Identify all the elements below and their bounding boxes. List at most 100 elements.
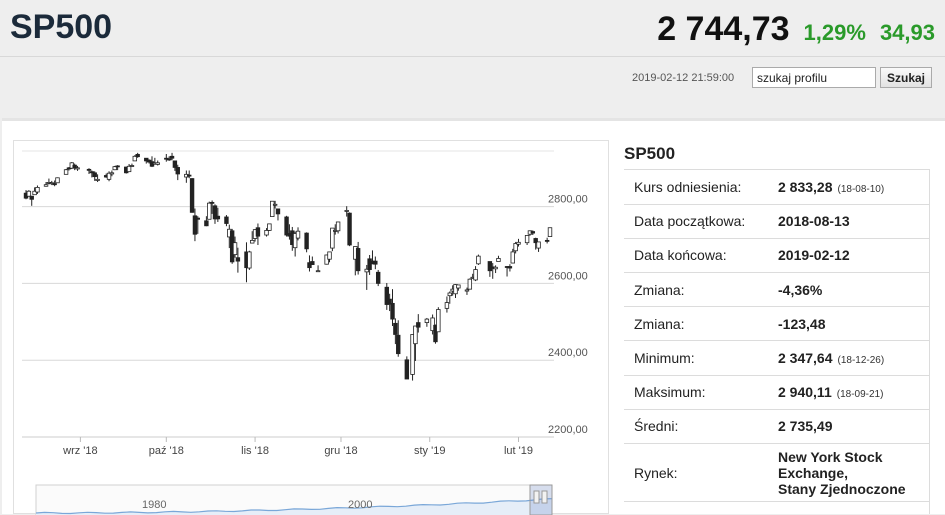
info-row-market: Rynek: New York Stock Exchange, Stany Zjedn… <box>624 443 930 502</box>
candle-body <box>364 268 369 273</box>
candle-body <box>52 183 57 186</box>
info-row: Minimum: 2 347,64 (18-12-26) <box>624 340 930 376</box>
candle-body <box>430 317 435 332</box>
navigator-label: 2000 <box>348 499 372 511</box>
candle-body <box>267 223 272 231</box>
info-label: Zmiana: <box>624 272 778 308</box>
info-label: Średni: <box>624 409 778 445</box>
info-value: -123,48 <box>778 306 930 342</box>
candle-body <box>533 238 538 244</box>
candle-body <box>192 215 198 235</box>
candle-body <box>513 243 518 252</box>
candle-body <box>453 284 458 295</box>
candle-body <box>436 309 441 333</box>
candle-body <box>536 241 541 249</box>
y-tick-label: 2400,00 <box>548 347 588 359</box>
price-chart-panel[interactable]: 2800,00 2600,00 2400,00 2200,00 wrz '18 paź '… <box>13 140 610 515</box>
candle-body <box>32 190 37 196</box>
candle-body <box>155 162 160 165</box>
last-price: 2 744,73 <box>657 10 790 48</box>
candle-body <box>175 167 180 175</box>
candle-body <box>95 178 100 181</box>
info-value-text: 2 940,11 <box>778 384 832 401</box>
info-row: Data początkowa: 2018-08-13 <box>624 204 930 239</box>
candle-body <box>467 278 473 290</box>
candle-body <box>493 266 498 270</box>
candle-body <box>209 201 215 204</box>
candle-body <box>146 159 152 163</box>
candle-body <box>404 359 410 380</box>
info-value: -4,36% <box>778 272 930 308</box>
y-tick-label: 2800,00 <box>548 194 588 206</box>
candle-body <box>204 220 209 227</box>
info-value: 2 347,64 (18-12-26) <box>778 340 930 376</box>
candle-body <box>215 215 221 220</box>
candle-body <box>189 178 195 213</box>
info-label: Zmiana: <box>624 306 778 342</box>
candle-body <box>335 221 341 232</box>
candle-body <box>26 190 32 197</box>
profile-search-input[interactable] <box>752 67 876 88</box>
candle-body <box>390 302 395 320</box>
info-value: 2 940,11 (18-09-21) <box>778 375 930 410</box>
info-title: SP500 <box>624 140 930 170</box>
candle-body <box>272 203 278 206</box>
info-value-text: 2 735,49 <box>778 418 833 435</box>
x-tick-label: wrz '18 <box>62 445 98 457</box>
candle-body <box>195 217 201 220</box>
candle-body <box>169 155 175 159</box>
candle-body <box>35 187 40 193</box>
search-button[interactable]: Szukaj <box>880 67 932 88</box>
candle-body <box>255 227 261 237</box>
candle-body <box>29 195 34 200</box>
info-value-text: 2 833,28 <box>778 178 833 195</box>
info-label: Maksimum: <box>624 375 778 410</box>
info-value: 2 833,28 (18-08-10) <box>778 170 930 205</box>
candlestick-chart[interactable]: 2800,00 2600,00 2400,00 2200,00 wrz '18 paź '… <box>14 141 610 515</box>
candle-body <box>315 270 321 273</box>
candle-body <box>224 216 229 224</box>
market-value-line: New York Stock <box>778 448 883 465</box>
candle-body <box>330 227 335 249</box>
change-percent: 1,29% <box>803 20 866 45</box>
candle-body <box>270 200 275 217</box>
candle-body <box>387 298 392 305</box>
instrument-info-panel: SP500 Kurs odniesienia: 2 833,28 (18-08-10… <box>624 140 930 502</box>
candle-body <box>496 258 501 262</box>
candle-body <box>473 269 478 281</box>
change-absolute: 34,93 <box>879 20 935 45</box>
info-table: Kurs odniesienia: 2 833,28 (18-08-10) Data … <box>624 170 930 502</box>
candle-body <box>264 230 269 236</box>
candle-body <box>347 212 352 246</box>
candle-body <box>447 292 452 297</box>
info-label: Kurs odniesienia: <box>624 170 778 205</box>
candle-body <box>413 325 418 345</box>
market-value: New York Stock Exchange, Stany Zjednoczone <box>778 443 930 502</box>
candle-body <box>307 262 312 269</box>
candle-body <box>132 155 138 162</box>
navigator-handle <box>541 490 548 504</box>
candle-body <box>89 171 95 174</box>
candle-body <box>75 167 80 170</box>
info-row: Maksimum: 2 940,11 (18-09-21) <box>624 375 930 410</box>
candle-body <box>410 334 415 375</box>
candle-body <box>187 174 192 177</box>
candle-body <box>109 172 115 175</box>
candle-body <box>72 164 77 169</box>
info-value-text: 2018-08-13 <box>778 213 850 230</box>
navigator-area <box>36 498 552 515</box>
candle-body <box>375 271 381 284</box>
info-value-date: (18-09-21) <box>836 389 884 401</box>
candle-body <box>355 248 361 272</box>
info-value-text: 2 347,64 <box>778 350 833 367</box>
info-row: Zmiana: -4,36% <box>624 272 930 308</box>
candle-body <box>327 251 332 260</box>
candle-body <box>344 210 349 212</box>
candle-body <box>235 257 241 262</box>
y-tick-label: 2200,00 <box>548 424 588 436</box>
candle-body <box>172 160 178 168</box>
candle-body <box>144 157 149 162</box>
navigator-handle <box>533 490 540 504</box>
info-row: Kurs odniesienia: 2 833,28 (18-08-10) <box>624 170 930 205</box>
info-label: Data końcowa: <box>624 238 778 274</box>
